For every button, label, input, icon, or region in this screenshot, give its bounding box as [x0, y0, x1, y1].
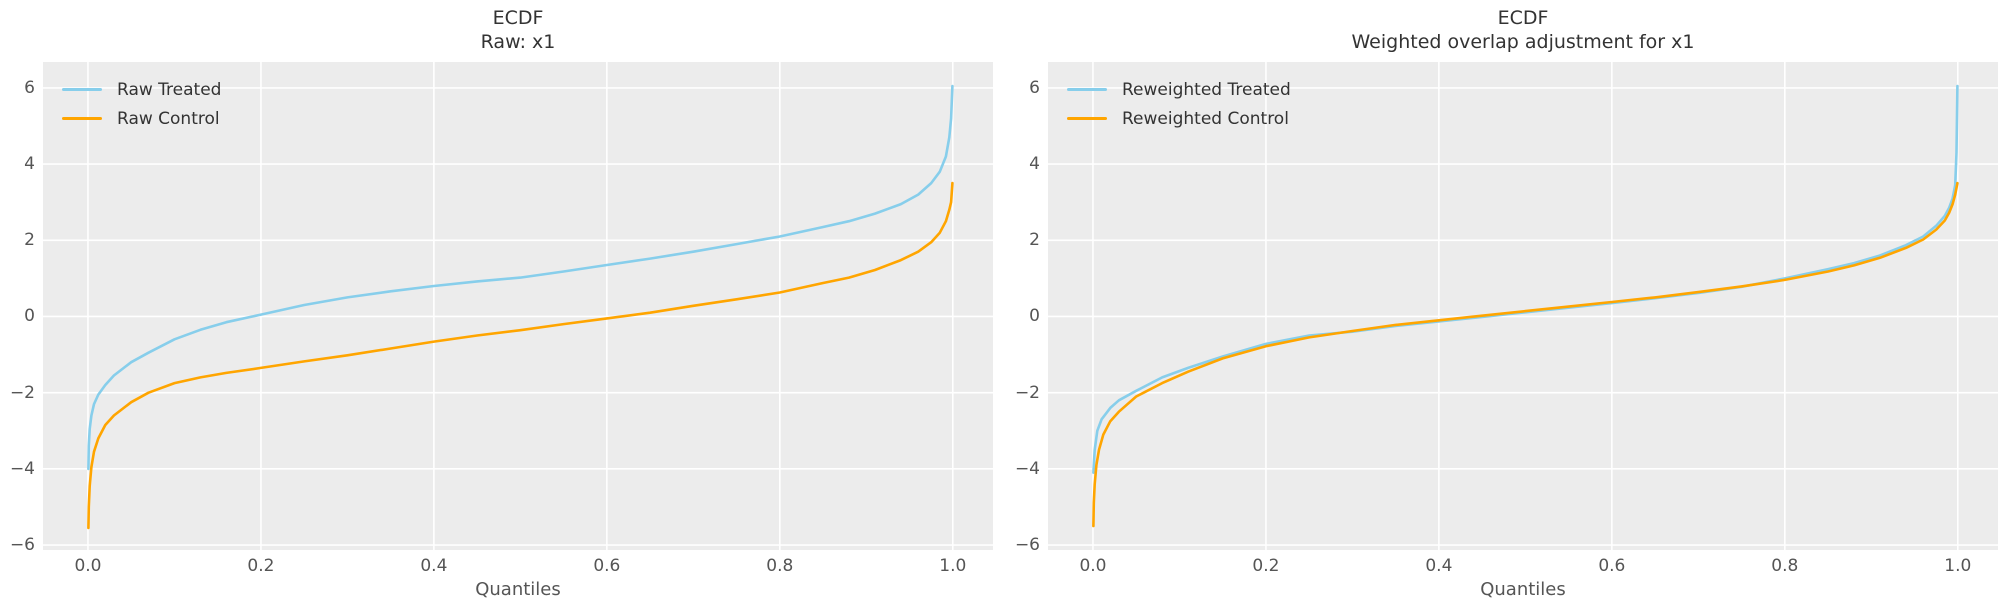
right-plot-area: Reweighted Treated Reweighted Control [1048, 62, 1998, 550]
reweighted-control-curve [1092, 181, 1959, 528]
x-tick-label: 0.4 [1425, 556, 1453, 576]
x-tick-label: 0.6 [593, 556, 621, 576]
x-tick-label: 0.4 [420, 556, 448, 576]
right-legend-item-control: Reweighted Control [1067, 104, 1291, 133]
left-legend-item-control: Raw Control [62, 104, 221, 133]
y-tick-label: 0 [1029, 306, 1040, 327]
right-xaxis-label: Quantiles [1480, 579, 1566, 600]
x-tick-label: 0.0 [1079, 556, 1107, 576]
left-plot-title-line2: Raw: x1 [480, 31, 556, 53]
right-legend: Reweighted Treated Reweighted Control [1067, 75, 1291, 133]
x-tick-label: 0.6 [1598, 556, 1626, 576]
treated-line-swatch [1067, 88, 1107, 91]
y-tick-label: 4 [1029, 154, 1040, 175]
raw-control-curve [87, 181, 954, 530]
x-tick-label: 0.0 [74, 556, 102, 576]
y-tick-label: −2 [9, 382, 35, 403]
left-legend-label-control: Raw Control [117, 108, 220, 129]
left-xaxis-label: Quantiles [475, 579, 561, 600]
right-plot-title-line2: Weighted overlap adjustment for x1 [1351, 31, 1695, 53]
y-tick-label: 0 [24, 306, 35, 327]
right-plot-title: ECDF Weighted overlap adjustment for x1 [1048, 6, 1998, 54]
y-tick-label: 6 [24, 77, 35, 98]
y-tick-label: 2 [1029, 230, 1040, 251]
y-tick-label: −6 [1014, 535, 1040, 556]
right-legend-item-treated: Reweighted Treated [1067, 75, 1291, 104]
y-tick-label: −6 [9, 535, 35, 556]
treated-line-swatch [62, 88, 102, 91]
y-tick-label: −4 [1014, 458, 1040, 479]
left-plot-area: Raw Treated Raw Control [43, 62, 993, 550]
left-plot-title-line1: ECDF [492, 7, 544, 29]
right-legend-label-treated: Reweighted Treated [1122, 79, 1291, 100]
right-legend-label-control: Reweighted Control [1122, 108, 1289, 129]
x-tick-label: 0.2 [1252, 556, 1280, 576]
left-plot-canvas [43, 62, 993, 550]
left-legend-label-treated: Raw Treated [117, 79, 222, 100]
raw-treated-curve [87, 84, 954, 471]
y-tick-label: 4 [24, 154, 35, 175]
x-tick-label: 0.8 [1771, 556, 1799, 576]
right-plot-canvas [1048, 62, 1998, 550]
control-line-swatch [1067, 117, 1107, 120]
y-tick-label: 6 [1029, 77, 1040, 98]
reweighted-treated-curve [1092, 84, 1959, 475]
y-tick-label: −2 [1014, 382, 1040, 403]
x-tick-label: 0.2 [247, 556, 275, 576]
x-tick-label: 0.8 [766, 556, 794, 576]
left-legend: Raw Treated Raw Control [62, 75, 221, 133]
left-legend-item-treated: Raw Treated [62, 75, 221, 104]
x-tick-label: 1.0 [939, 556, 967, 576]
control-line-swatch [62, 117, 102, 120]
left-plot-title: ECDF Raw: x1 [43, 6, 993, 54]
y-tick-label: −4 [9, 458, 35, 479]
x-tick-label: 1.0 [1944, 556, 1972, 576]
y-tick-label: 2 [24, 230, 35, 251]
right-plot-title-line1: ECDF [1497, 7, 1549, 29]
